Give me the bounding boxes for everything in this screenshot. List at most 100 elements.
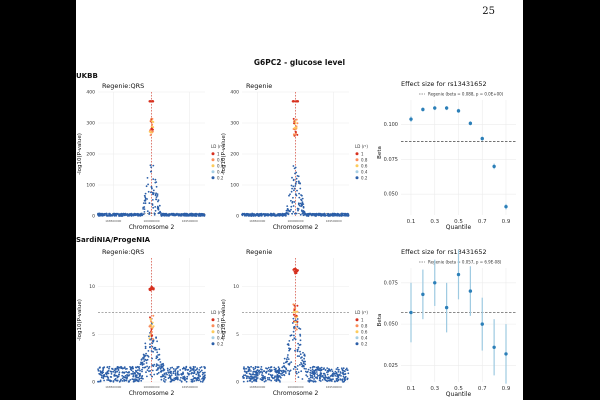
snp-point	[297, 376, 300, 378]
snp-point	[340, 372, 342, 374]
snp-point	[261, 371, 264, 374]
snp-point	[321, 375, 324, 377]
snp-point	[337, 374, 340, 377]
x-tick-label: 169500000	[182, 219, 198, 223]
snp-point	[105, 373, 108, 376]
snp-point	[326, 367, 329, 369]
snp-point	[260, 366, 263, 368]
snp-point	[302, 351, 304, 354]
snp-point	[202, 371, 204, 374]
snp-point	[288, 372, 291, 375]
snp-point	[175, 368, 178, 370]
snp-point	[200, 366, 203, 368]
x-axis-label: Chromosome 2	[273, 224, 319, 231]
snp-point	[310, 214, 313, 216]
snp-point	[317, 213, 319, 216]
snp-point	[124, 376, 127, 379]
snp-point	[292, 311, 295, 314]
snp-point	[187, 213, 189, 216]
snp-point	[296, 325, 299, 328]
legend-title: LD (r²)	[211, 144, 224, 149]
snp-point	[258, 373, 260, 375]
snp-point	[287, 208, 289, 211]
snp-point	[293, 167, 296, 170]
snp-point	[285, 361, 287, 364]
snp-point	[300, 194, 302, 196]
y-axis-label: Beta	[377, 314, 383, 327]
snp-point	[297, 203, 300, 206]
snp-point	[101, 372, 104, 375]
snp-point	[331, 373, 334, 376]
legend-label: 1	[217, 317, 220, 322]
snp-point	[107, 379, 110, 381]
snp-point	[125, 379, 128, 382]
snp-point	[102, 213, 104, 216]
snp-point	[299, 187, 302, 190]
snp-point	[335, 371, 338, 374]
snp-point	[140, 359, 143, 361]
snp-point	[313, 372, 315, 375]
x-tick-label: 0.5	[454, 219, 463, 225]
snp-point	[342, 372, 344, 374]
x-tick-label: 0.1	[407, 219, 416, 225]
snp-point	[98, 372, 101, 375]
snp-point	[153, 373, 156, 376]
snp-point	[340, 214, 343, 216]
snp-point	[295, 316, 297, 319]
snp-point	[123, 378, 125, 381]
snp-point	[143, 208, 146, 211]
snp-point	[331, 374, 334, 377]
snp-point	[252, 379, 255, 382]
snp-point	[159, 361, 162, 363]
x-axis-label: Quantile	[446, 391, 472, 398]
snp-point	[145, 371, 147, 374]
snp-point	[296, 318, 299, 320]
snp-point	[158, 212, 161, 214]
snp-point	[134, 214, 136, 216]
snp-point	[256, 377, 259, 379]
legend-swatch	[355, 330, 359, 334]
snp-point	[198, 379, 201, 381]
snp-point	[296, 122, 299, 125]
snp-point	[278, 371, 280, 374]
snp-point	[298, 192, 300, 195]
snp-point	[269, 374, 272, 376]
snp-point	[186, 375, 189, 378]
snp-point	[146, 198, 148, 200]
snp-point	[281, 372, 284, 374]
snp-point	[161, 370, 163, 372]
snp-point	[301, 378, 304, 380]
snp-point	[286, 360, 289, 363]
effect-point	[480, 322, 484, 326]
y-tick-label: 5	[236, 332, 239, 338]
snp-point	[248, 366, 251, 369]
legend-swatch	[355, 318, 359, 322]
snp-point	[199, 375, 201, 378]
snp-point	[335, 213, 337, 216]
snp-point	[193, 371, 196, 374]
effect-point	[433, 281, 437, 285]
snp-point	[290, 208, 292, 211]
y-tick-label: 0	[92, 380, 95, 386]
snp-point	[336, 366, 339, 369]
snp-point	[279, 375, 281, 378]
snp-point	[175, 377, 178, 380]
snp-point	[197, 374, 200, 377]
x-axis-label: Quantile	[446, 224, 472, 231]
snp-point	[189, 366, 192, 369]
snp-point	[296, 355, 299, 357]
snp-point	[174, 373, 177, 375]
snp-point	[133, 372, 136, 375]
snp-point	[342, 367, 345, 370]
legend-swatch	[355, 342, 359, 346]
snp-point	[247, 214, 250, 217]
snp-point	[138, 213, 141, 216]
snp-point	[150, 320, 153, 323]
snp-point	[144, 342, 147, 345]
snp-point	[140, 362, 143, 364]
snp-point	[147, 190, 150, 193]
snp-point	[115, 379, 118, 382]
snp-point	[151, 117, 154, 120]
snp-point	[162, 214, 165, 217]
snp-point	[285, 367, 287, 370]
